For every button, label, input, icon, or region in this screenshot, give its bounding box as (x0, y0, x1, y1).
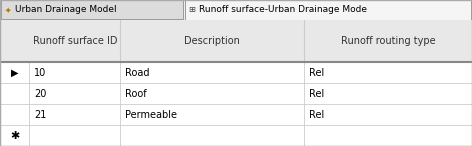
Text: Roof: Roof (125, 89, 147, 99)
Text: ⊞: ⊞ (188, 6, 195, 14)
Bar (1, 0, 183, 19)
Text: 21: 21 (34, 110, 46, 120)
Bar (0, 0, 472, 20)
Text: Rel: Rel (309, 110, 324, 120)
Text: ✱: ✱ (10, 131, 19, 141)
Text: Rel: Rel (309, 68, 324, 78)
Text: Runoff routing type: Runoff routing type (341, 36, 436, 46)
Text: Permeable: Permeable (125, 110, 177, 120)
Text: Rel: Rel (309, 89, 324, 99)
Text: Urban Drainage Model: Urban Drainage Model (15, 6, 117, 14)
Text: ✦: ✦ (5, 6, 11, 14)
Bar (0, 20, 472, 62)
Bar (185, 0, 471, 20)
Text: Runoff surface-Urban Drainage Mode: Runoff surface-Urban Drainage Mode (199, 6, 367, 14)
Text: 20: 20 (34, 89, 46, 99)
Bar (0, 20, 472, 146)
Text: Road: Road (125, 68, 150, 78)
Text: ▶: ▶ (11, 68, 18, 78)
Text: 10: 10 (34, 68, 46, 78)
Text: Description: Description (185, 36, 240, 46)
Text: Runoff surface ID: Runoff surface ID (33, 36, 117, 46)
